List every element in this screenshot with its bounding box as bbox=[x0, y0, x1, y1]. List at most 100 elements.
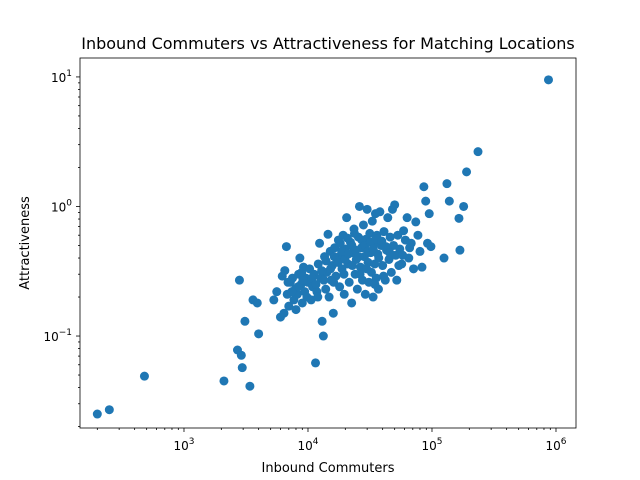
y-tick-label: 10−1 bbox=[43, 328, 72, 344]
data-point bbox=[368, 292, 378, 302]
y-tick-label: 101 bbox=[51, 69, 72, 85]
data-point bbox=[92, 409, 102, 419]
data-point bbox=[444, 196, 454, 206]
x-tick-label: 103 bbox=[173, 437, 194, 453]
data-point bbox=[362, 264, 372, 274]
data-point bbox=[236, 350, 246, 360]
data-point bbox=[313, 259, 323, 269]
data-point bbox=[385, 248, 395, 258]
data-point bbox=[354, 252, 364, 262]
data-point bbox=[339, 289, 349, 299]
data-point bbox=[234, 275, 244, 285]
data-point bbox=[280, 266, 290, 276]
data-point bbox=[409, 264, 419, 274]
data-point bbox=[104, 405, 114, 415]
y-axis-label: Attractiveness bbox=[18, 196, 33, 290]
data-point bbox=[344, 277, 354, 287]
data-point bbox=[219, 376, 229, 386]
data-point bbox=[279, 308, 289, 318]
data-point bbox=[311, 358, 321, 368]
data-point bbox=[321, 256, 331, 266]
data-point bbox=[384, 254, 394, 264]
data-point bbox=[254, 329, 264, 339]
data-point bbox=[354, 201, 364, 211]
data-point bbox=[365, 228, 375, 238]
data-point bbox=[347, 261, 357, 271]
data-point bbox=[315, 238, 325, 248]
data-point bbox=[358, 220, 368, 230]
data-point bbox=[424, 209, 434, 219]
plot-frame bbox=[79, 57, 577, 429]
data-point bbox=[335, 238, 345, 248]
data-point bbox=[368, 244, 378, 254]
data-point bbox=[326, 264, 336, 274]
data-point bbox=[399, 226, 409, 236]
data-point bbox=[375, 207, 385, 217]
data-point bbox=[342, 233, 352, 243]
data-point bbox=[419, 182, 429, 192]
data-point bbox=[284, 301, 294, 311]
data-point bbox=[237, 363, 247, 373]
data-point bbox=[311, 279, 321, 289]
data-point bbox=[313, 292, 323, 302]
data-point bbox=[370, 279, 380, 289]
data-point bbox=[398, 250, 408, 260]
data-point bbox=[385, 232, 395, 242]
data-point bbox=[413, 230, 423, 240]
data-point bbox=[272, 287, 282, 297]
data-point bbox=[379, 271, 389, 281]
data-point bbox=[415, 246, 425, 256]
data-point bbox=[383, 213, 393, 223]
data-point bbox=[337, 246, 347, 256]
data-point bbox=[392, 275, 402, 285]
data-point bbox=[329, 277, 339, 287]
data-point bbox=[362, 204, 372, 214]
data-point bbox=[323, 229, 333, 239]
data-point bbox=[298, 275, 308, 285]
data-point bbox=[319, 275, 329, 285]
data-point bbox=[352, 284, 362, 294]
data-point bbox=[462, 167, 472, 177]
data-point bbox=[473, 147, 483, 157]
data-point bbox=[343, 249, 353, 259]
data-point bbox=[355, 269, 365, 279]
data-point bbox=[367, 216, 377, 226]
data-point bbox=[349, 228, 359, 238]
data-point bbox=[333, 257, 343, 267]
x-axis-label: Inbound Commuters bbox=[262, 461, 395, 476]
data-point bbox=[269, 295, 279, 305]
data-point bbox=[390, 200, 400, 210]
data-point bbox=[328, 308, 338, 318]
data-point bbox=[374, 253, 384, 263]
data-point bbox=[417, 262, 427, 272]
data-point bbox=[405, 243, 415, 253]
data-point bbox=[454, 213, 464, 223]
x-tick-label: 104 bbox=[297, 437, 318, 453]
y-tick-label: 100 bbox=[51, 198, 72, 214]
data-point bbox=[317, 266, 327, 276]
data-point bbox=[281, 242, 291, 252]
data-point bbox=[291, 305, 301, 315]
data-point bbox=[378, 261, 388, 271]
data-point bbox=[360, 289, 370, 299]
data-point bbox=[411, 217, 421, 227]
data-point bbox=[295, 253, 305, 263]
data-point bbox=[324, 292, 334, 302]
data-point bbox=[339, 269, 349, 279]
data-point bbox=[379, 227, 389, 237]
data-point bbox=[402, 213, 412, 223]
data-point bbox=[245, 381, 255, 391]
x-tick-label: 106 bbox=[545, 437, 566, 453]
data-point bbox=[439, 253, 449, 263]
data-point bbox=[240, 316, 250, 326]
x-tick-label: 105 bbox=[421, 437, 442, 453]
data-point bbox=[459, 201, 469, 211]
data-point bbox=[347, 298, 357, 308]
data-point bbox=[321, 284, 331, 294]
data-point bbox=[293, 282, 303, 292]
data-point bbox=[297, 267, 307, 277]
data-point bbox=[317, 316, 327, 326]
data-point bbox=[342, 213, 352, 223]
data-point bbox=[283, 277, 293, 287]
